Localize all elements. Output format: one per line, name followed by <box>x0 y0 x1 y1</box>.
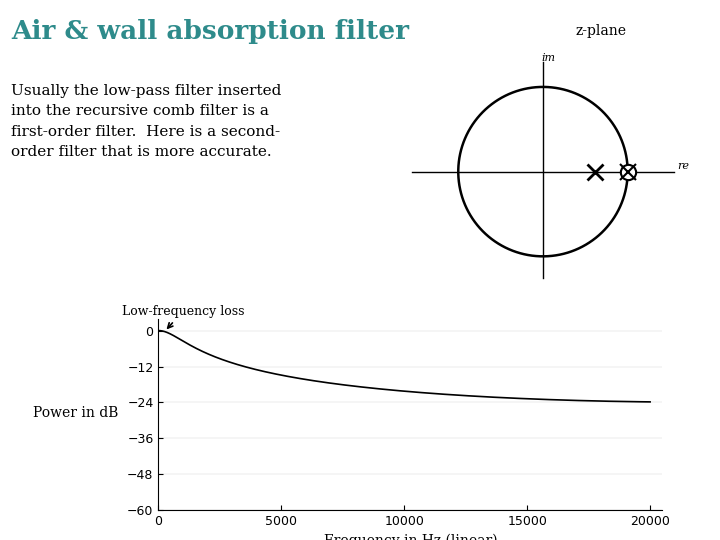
Text: Low-frequency loss: Low-frequency loss <box>122 305 244 328</box>
Text: Usually the low-pass filter inserted
into the recursive comb filter is a
first-o: Usually the low-pass filter inserted int… <box>11 84 282 159</box>
Text: z-plane: z-plane <box>576 24 626 38</box>
Text: Power in dB: Power in dB <box>33 406 118 420</box>
Text: im: im <box>541 53 555 63</box>
Text: Air & wall absorption filter: Air & wall absorption filter <box>11 19 409 44</box>
X-axis label: Frequency in Hz (linear): Frequency in Hz (linear) <box>323 534 498 540</box>
Text: re: re <box>677 161 689 171</box>
